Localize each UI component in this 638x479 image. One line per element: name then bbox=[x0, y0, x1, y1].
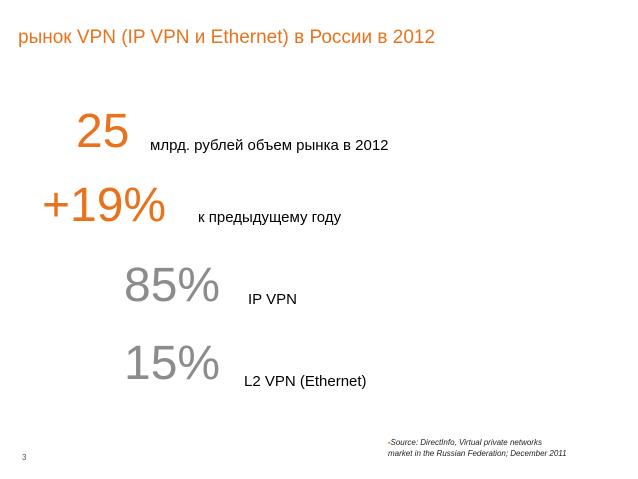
page-number: 3 bbox=[22, 453, 27, 462]
slide-title: рынок VPN (IP VPN и Ethernet) в России в… bbox=[18, 27, 436, 48]
bullet-icon: ▪ bbox=[388, 440, 391, 447]
l2-vpn-share-label: L2 VPN (Ethernet) bbox=[244, 373, 367, 390]
growth-label: к предыдущему году bbox=[198, 209, 342, 226]
source-line-1: ▪Source: DirectInfo, Virtual private net… bbox=[388, 438, 567, 449]
source-note: ▪Source: DirectInfo, Virtual private net… bbox=[388, 438, 567, 459]
source-text-1: Source: DirectInfo, Virtual private netw… bbox=[390, 438, 542, 447]
ip-vpn-share-label: IP VPN bbox=[248, 291, 297, 308]
market-size-value: 25 bbox=[76, 105, 130, 158]
source-line-2: market in the Russian Federation; Decemb… bbox=[388, 449, 567, 458]
growth-value: +19% bbox=[42, 179, 167, 232]
l2-vpn-share-value: 15% bbox=[124, 337, 221, 390]
market-size-label: млрд. рублей объем рынка в 2012 bbox=[150, 137, 389, 154]
ip-vpn-share-value: 85% bbox=[124, 259, 221, 312]
